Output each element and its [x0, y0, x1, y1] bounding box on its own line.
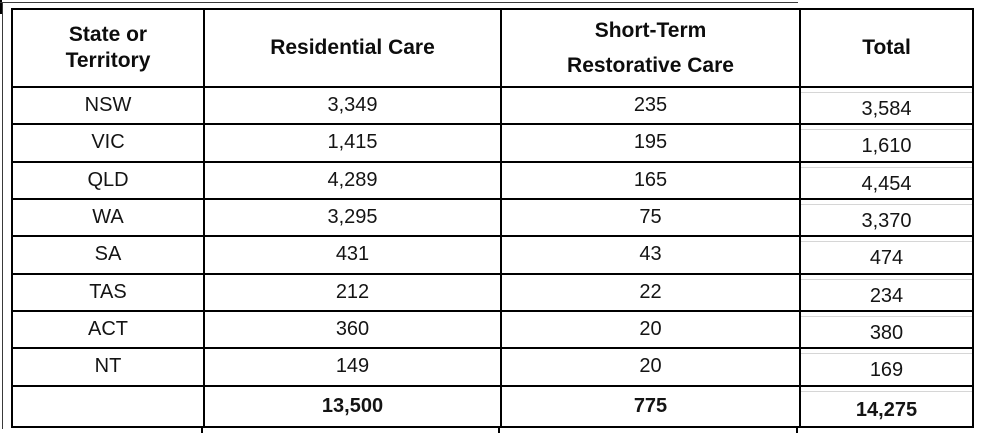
table-row: WA 3,295 75 3,370	[11, 197, 974, 238]
page-crop-line-top	[0, 2, 798, 3]
page-crop-line-left	[2, 2, 3, 429]
state-cell: ACT	[11, 309, 205, 350]
state-cell: NT	[11, 347, 205, 387]
header-line: State or	[68, 23, 148, 46]
residential-care-header: Residential Care	[203, 8, 502, 88]
column-line-stub	[796, 428, 798, 433]
totals-residential-cell: 13,500	[203, 384, 502, 429]
strc-cell: 75	[500, 197, 801, 238]
state-cell: VIC	[11, 123, 205, 163]
totals-total-cell: 14,275	[799, 384, 974, 429]
residential-care-cell: 3,295	[203, 197, 502, 238]
table-border-extension	[0, 0, 2, 14]
state-cell: TAS	[11, 272, 205, 312]
state-cell: SA	[11, 235, 205, 275]
total-value: 1,610	[861, 135, 912, 158]
totals-strc-cell: 775	[500, 384, 801, 429]
total-cell: 3,584	[799, 85, 974, 126]
table-row: VIC 1,415 195 1,610	[11, 123, 974, 163]
column-line-stub	[201, 428, 203, 433]
table-row: NT 149 20 169	[11, 347, 974, 387]
strc-cell: 22	[500, 272, 801, 312]
residential-care-cell: 212	[203, 272, 502, 312]
residential-care-cell: 431	[203, 235, 502, 275]
total-value: 380	[869, 322, 904, 345]
table-row: QLD 4,289 165 4,454	[11, 160, 974, 200]
total-value: 169	[869, 359, 904, 382]
table-row: NSW 3,349 235 3,584	[11, 85, 974, 126]
residential-care-cell: 4,289	[203, 160, 502, 200]
state-cell: NSW	[11, 85, 205, 126]
strc-cell: 165	[500, 160, 801, 200]
short-term-restorative-care-header: Short-Term Restorative Care	[500, 8, 801, 88]
total-value: 234	[869, 284, 904, 307]
care-places-table: State or Territory Residential Care Shor…	[11, 8, 974, 429]
totals-empty-cell	[11, 384, 205, 429]
residential-care-cell: 149	[203, 347, 502, 387]
residential-care-cell: 1,415	[203, 123, 502, 163]
table-row: TAS 212 22 234	[11, 272, 974, 312]
table-row: SA 431 43 474	[11, 235, 974, 275]
strc-cell: 20	[500, 309, 801, 350]
residential-care-cell: 3,349	[203, 85, 502, 126]
total-cell: 3,370	[799, 197, 974, 238]
header-row: State or Territory Residential Care Shor…	[11, 8, 974, 88]
total-value: 4,454	[861, 172, 912, 195]
total-cell: 4,454	[799, 160, 974, 200]
table-row: ACT 360 20 380	[11, 309, 974, 350]
total-cell: 474	[799, 235, 974, 275]
strc-cell: 235	[500, 85, 801, 126]
header-line: Short-Term	[594, 19, 707, 42]
header-line: Territory	[65, 49, 151, 72]
state-cell: QLD	[11, 160, 205, 200]
total-value: 3,370	[861, 210, 912, 233]
total-cell: 234	[799, 272, 974, 312]
strc-cell: 43	[500, 235, 801, 275]
total-cell: 380	[799, 309, 974, 350]
total-value: 3,584	[861, 98, 912, 121]
totals-row: 13,500 775 14,275	[11, 384, 974, 429]
total-header: Total	[799, 8, 974, 88]
column-line-stub	[498, 428, 500, 433]
total-cell: 169	[799, 347, 974, 387]
state-cell: WA	[11, 197, 205, 238]
total-value: 474	[869, 247, 904, 270]
residential-care-cell: 360	[203, 309, 502, 350]
strc-cell: 195	[500, 123, 801, 163]
header-line: Restorative Care	[567, 54, 734, 77]
total-cell: 1,610	[799, 123, 974, 163]
total-value: 14,275	[855, 398, 918, 421]
state-territory-header: State or Territory	[11, 8, 205, 88]
strc-cell: 20	[500, 347, 801, 387]
